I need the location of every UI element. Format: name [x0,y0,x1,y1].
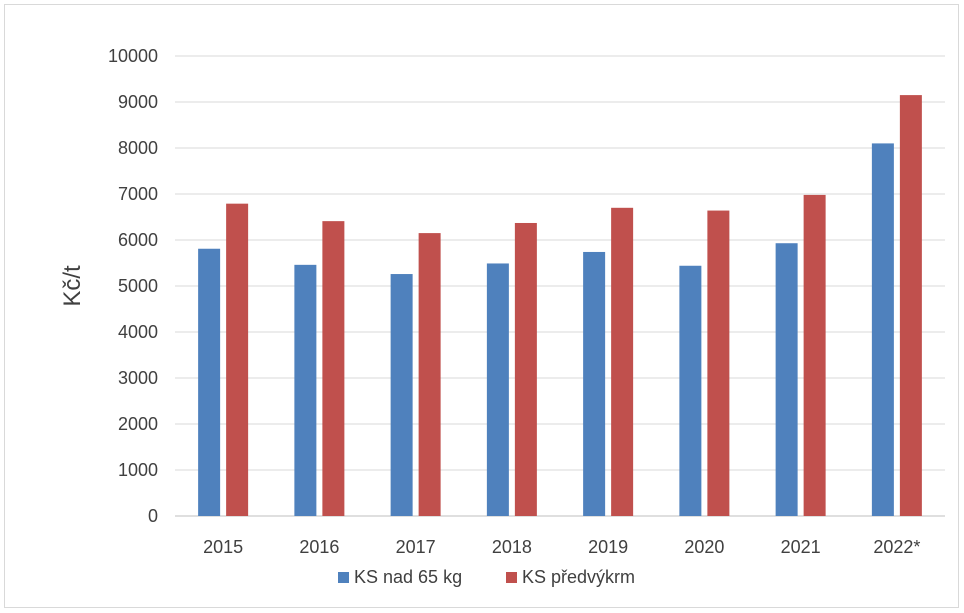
y-tick-label: 3000 [118,368,158,388]
bar-ks-predvykrm [322,221,345,516]
bar-ks-predvykrm [226,203,249,516]
y-axis-label: Kč/t [59,265,86,307]
bar-ks-predvykrm [803,194,826,517]
gridlines [175,55,945,517]
legend-swatch [506,572,517,583]
y-axis-ticks: 0 1000 2000 3000 4000 5000 6000 7000 8000 9000 100… [108,46,158,526]
bars [198,95,922,517]
y-tick-label: 4000 [118,322,158,342]
x-tick-label: 2015 [203,537,243,557]
legend: KS nad 65 kg KS předvýkrm [338,567,635,587]
x-tick-label: 2017 [396,537,436,557]
y-tick-label: 1000 [118,460,158,480]
y-tick-label: 2000 [118,414,158,434]
legend-label: KS nad 65 kg [354,567,462,587]
legend-swatch [338,572,349,583]
legend-label: KS předvýkrm [522,567,635,587]
y-tick-label: 8000 [118,138,158,158]
y-tick-label: 6000 [118,230,158,250]
bar-ks-nad-65-kg [583,251,606,516]
bar-ks-nad-65-kg [871,143,894,516]
x-tick-label: 2021 [781,537,821,557]
y-tick-label: 9000 [118,92,158,112]
y-tick-label: 7000 [118,184,158,204]
bar-ks-nad-65-kg [486,263,509,516]
bar-ks-predvykrm [899,95,922,516]
y-tick-label: 5000 [118,276,158,296]
bar-ks-predvykrm [514,222,537,517]
x-tick-label: 2018 [492,537,532,557]
x-tick-label: 2019 [588,537,628,557]
y-tick-label: 0 [148,506,158,526]
bar-ks-predvykrm [611,207,634,517]
bar-ks-nad-65-kg [775,243,798,516]
bar-ks-nad-65-kg [198,248,221,517]
x-tick-label: 2020 [684,537,724,557]
bar-ks-predvykrm [707,210,730,516]
bar-ks-nad-65-kg [390,274,413,516]
chart-frame [4,4,959,608]
bar-ks-nad-65-kg [294,264,317,516]
bar-ks-nad-65-kg [679,265,702,516]
x-tick-label: 2016 [299,537,339,557]
y-tick-label: 10000 [108,46,158,66]
bar-ks-predvykrm [418,233,441,516]
x-tick-label: 2022* [873,537,920,557]
x-axis-ticks: 2015 2016 2017 2018 2019 2020 2021 2022* [203,537,920,557]
